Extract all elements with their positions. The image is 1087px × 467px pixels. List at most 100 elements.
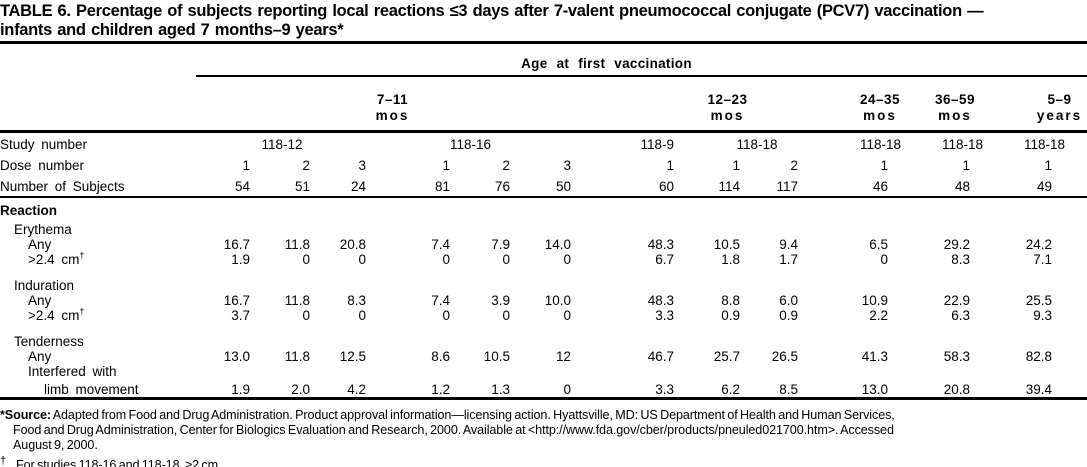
value-cell: 0 [442,252,450,267]
value-cell: 26.5 [771,349,798,364]
value-cell: 8.3 [951,252,970,267]
value-cell: 1.8 [721,252,740,267]
rule-row [0,130,1087,133]
row-label: Any [28,349,52,364]
value-cell: 48.3 [647,237,674,252]
value-cell: 10.9 [861,293,888,308]
value-cell: 0.9 [721,308,740,323]
age-group-36-59-mos: 36–59 mos [934,92,976,123]
value-cell: 1.2 [431,382,450,397]
value-cell: 6.2 [721,382,740,397]
dose-cell: 2 [790,158,798,173]
dose-cell: 3 [358,158,366,173]
value-cell: 0 [563,252,571,267]
value-cell: 8.5 [779,382,798,397]
age-group-24-35-mos: 24–35 mos [859,92,901,123]
row-label: >2.4 cm† [28,306,85,323]
value-cell: 58.3 [943,349,970,364]
value-cell: 13.0 [223,349,250,364]
subjects-cell: 46 [872,179,888,194]
value-cell: 46.7 [647,349,674,364]
value-cell: 9.4 [779,237,798,252]
table-title-line1: TABLE 6. Percentage of subjects reportin… [0,2,984,20]
age-group-7-11-mos: 7–11 mos [375,92,410,123]
value-cell: 6.5 [869,237,888,252]
value-cell: 82.8 [1025,349,1052,364]
value-cell: 13.0 [861,382,888,397]
study-cell: 118-12 [261,137,303,152]
value-cell: 0 [442,308,450,323]
source-footnote-line3: August 9, 2000. [13,438,98,452]
rule-row [0,397,1087,400]
value-cell: 0 [502,252,510,267]
table-title-line2: infants and children aged 7 months–9 yea… [0,20,344,39]
corner-cell [0,44,196,76]
row-number-of-subjects: Number of Subjects 54 51 24 81 76 50 60 … [0,175,1087,196]
subjects-cell: 117 [776,179,798,194]
value-cell: 1.9 [231,382,250,397]
row-reaction-header: Reaction [0,198,1087,218]
subjects-cell: 81 [434,179,450,194]
value-cell: 2.2 [869,308,888,323]
age-group-5-9-years: 5–9 years [1036,92,1083,123]
row-erythema-any: Any 16.7 11.8 20.8 7.4 7.9 14.0 48.3 10.… [0,237,1087,252]
row-label: Any [28,237,52,252]
value-cell: 20.8 [339,237,366,252]
row-dose-number: Dose number 1 2 3 1 2 3 1 1 2 1 1 1 [0,154,1087,175]
value-cell: 12 [555,349,571,364]
dose-cell: 1 [1044,158,1052,173]
value-cell: 4.2 [347,382,366,397]
value-cell: 39.4 [1025,382,1052,397]
value-cell: 20.8 [943,382,970,397]
section-label: Reaction [0,203,58,218]
value-cell: 0 [302,252,310,267]
value-cell: 14.0 [544,237,571,252]
value-cell: 8.6 [431,349,450,364]
reactions-table: Age at first vaccination 7–11 mos 12–23 … [0,44,1087,400]
subjects-cell: 24 [350,179,366,194]
value-cell: 0.9 [779,308,798,323]
dagger-marker: † [79,250,85,261]
value-cell: 0 [358,308,366,323]
table-title: TABLE 6. Percentage of subjects reportin… [0,0,1087,39]
age-group-12-23-mos: 12–23 mos [707,92,748,123]
value-cell: 11.8 [284,293,310,308]
value-cell: 2.0 [291,382,310,397]
value-cell: 0 [563,308,571,323]
value-cell: 7.4 [431,237,450,252]
value-cell: 11.8 [284,237,310,252]
dose-cell: 1 [880,158,888,173]
value-cell: 25.5 [1025,293,1052,308]
value-cell: 0 [880,252,888,267]
dagger-footnote: † For studies 118-16 and 118-18, ≥2 cm. [0,454,222,467]
value-cell: 22.9 [943,293,970,308]
subjects-cell: 48 [954,179,970,194]
row-span-header: Age at first vaccination [0,44,1087,77]
dose-cell: 1 [242,158,250,173]
dose-cell: 3 [563,158,571,173]
dagger-marker: † [0,454,7,467]
value-cell: 1.3 [491,382,510,397]
dose-cell: 1 [732,158,740,173]
value-cell: 7.4 [431,293,450,308]
row-induration: Induration [0,267,1087,293]
dose-cell: 1 [442,158,450,173]
row-label: Study number [0,137,88,152]
section-label: Tenderness [14,334,84,349]
dose-cell: 1 [666,158,674,173]
value-cell: 16.7 [223,237,250,252]
value-cell: 11.8 [284,349,310,364]
empty-cell [0,76,196,130]
dose-cell: 2 [302,158,310,173]
value-cell: 12.5 [339,349,366,364]
value-cell: 9.3 [1033,308,1052,323]
dagger-marker: † [79,306,85,317]
row-label: >2.4 cm† [28,250,85,267]
row-label: limb movement [44,382,139,397]
row-label: Any [28,293,52,308]
source-footnote-line1: *Source: Adapted from Food and Drug Admi… [0,408,895,422]
subjects-cell: 60 [658,179,674,194]
subjects-cell: 54 [234,179,250,194]
row-limb-movement: limb movement 1.9 2.0 4.2 1.2 1.3 0 3.3 … [0,379,1087,397]
